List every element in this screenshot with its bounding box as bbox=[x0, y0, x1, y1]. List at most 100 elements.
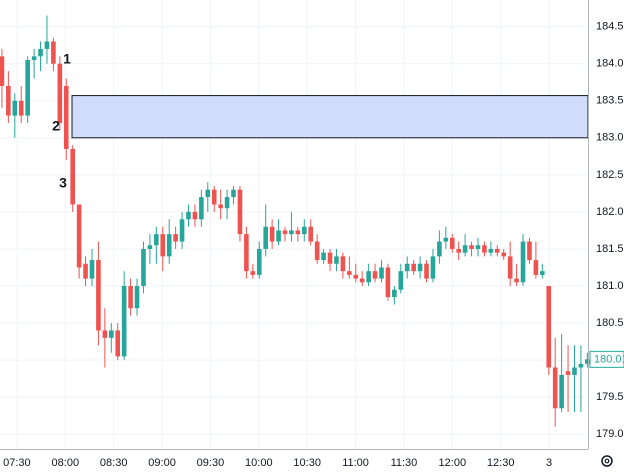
candle-body bbox=[417, 263, 423, 272]
candle-body bbox=[443, 237, 449, 242]
candle-body bbox=[482, 245, 487, 253]
candle-body bbox=[57, 63, 63, 123]
candle-body bbox=[327, 252, 333, 264]
x-tick-label: 07:30 bbox=[3, 457, 31, 469]
candle-body bbox=[411, 263, 416, 272]
candle-body bbox=[449, 237, 455, 249]
x-tick-label: 09:30 bbox=[197, 457, 225, 469]
y-tick-label: 184.00 bbox=[596, 58, 624, 70]
candle-body bbox=[38, 48, 43, 57]
candle-body bbox=[392, 289, 397, 298]
x-tick-label: 11:30 bbox=[391, 457, 418, 469]
candle-body bbox=[437, 241, 442, 257]
candle-body bbox=[424, 263, 429, 279]
candle-body bbox=[250, 271, 256, 275]
x-tick-label: 11:00 bbox=[342, 457, 369, 469]
plot bbox=[0, 15, 590, 427]
x-tick-label: 12:30 bbox=[487, 457, 515, 469]
candle-body bbox=[456, 248, 461, 253]
zone bbox=[71, 95, 589, 139]
candle-body bbox=[31, 56, 37, 61]
candle-body bbox=[96, 260, 101, 331]
candle-body bbox=[12, 100, 18, 116]
candle-body bbox=[372, 271, 378, 279]
candle-body bbox=[128, 285, 133, 309]
candle-body bbox=[160, 234, 166, 257]
candle-body bbox=[141, 248, 146, 286]
candle-body bbox=[166, 234, 172, 257]
candle-body bbox=[276, 230, 281, 242]
candle-body bbox=[237, 189, 243, 235]
candle-body bbox=[301, 226, 307, 235]
y-tick-label: 180.50 bbox=[596, 317, 624, 329]
candle-body bbox=[379, 267, 384, 279]
candle-body bbox=[51, 41, 56, 64]
y-tick-label: 184.50 bbox=[596, 21, 624, 33]
last-price-box bbox=[589, 350, 624, 368]
candle-body bbox=[552, 367, 558, 409]
x-tick-label: 10:30 bbox=[293, 457, 321, 469]
candle-body bbox=[154, 234, 159, 246]
y-tick-label: 182.50 bbox=[596, 169, 624, 181]
y-tick-label: 181.50 bbox=[596, 243, 624, 255]
candle-body bbox=[63, 85, 69, 149]
x-tick-label: 3 bbox=[546, 457, 552, 469]
candle-body bbox=[76, 204, 82, 268]
candle-body bbox=[83, 263, 88, 279]
candle-body bbox=[211, 189, 217, 205]
candle-body bbox=[340, 256, 346, 272]
candle-body bbox=[527, 241, 532, 261]
gear[interactable] bbox=[601, 455, 613, 467]
candle-body bbox=[321, 252, 326, 261]
candle-body bbox=[347, 271, 352, 275]
candle-body bbox=[192, 211, 198, 220]
candle-body bbox=[398, 271, 404, 290]
candle-body bbox=[404, 263, 410, 272]
candle-body bbox=[263, 226, 268, 249]
candle-body bbox=[559, 374, 564, 409]
x-tick-label: 08:00 bbox=[52, 457, 80, 469]
candle-body bbox=[44, 41, 50, 49]
candle-body bbox=[462, 245, 468, 253]
annotation: 1 bbox=[63, 51, 71, 67]
y-tick-label: 183.50 bbox=[596, 95, 624, 107]
candle-body bbox=[366, 271, 371, 283]
candle-body bbox=[308, 226, 314, 242]
candle-body bbox=[546, 285, 552, 368]
candle-body bbox=[121, 285, 127, 357]
candle-body bbox=[231, 189, 236, 198]
candle-body bbox=[18, 100, 24, 116]
candle-body bbox=[334, 256, 339, 264]
grid bbox=[0, 0, 588, 449]
candle-body bbox=[256, 248, 262, 275]
candle-body bbox=[572, 367, 577, 375]
candle-body bbox=[385, 267, 391, 298]
annotation: 2 bbox=[52, 118, 60, 134]
y-tick-label: 179.00 bbox=[596, 428, 624, 440]
candle-body bbox=[89, 260, 95, 279]
y-tick-label: 182.00 bbox=[596, 206, 624, 218]
candle-body bbox=[295, 230, 301, 235]
candle-body bbox=[469, 245, 474, 249]
candle-body bbox=[70, 148, 75, 205]
candle-body bbox=[359, 278, 365, 283]
candle-body bbox=[507, 256, 513, 279]
candle-body bbox=[430, 256, 436, 279]
candle-body bbox=[218, 204, 223, 209]
candle-body bbox=[108, 330, 114, 338]
candle-body bbox=[147, 245, 153, 249]
candle-body bbox=[578, 363, 584, 368]
gear-center[interactable] bbox=[604, 458, 610, 464]
candle-body bbox=[25, 60, 30, 116]
x-tick-label: 12:00 bbox=[439, 457, 467, 469]
y-tick-label: 183.00 bbox=[596, 132, 624, 144]
candle-body bbox=[289, 230, 294, 235]
candle-body bbox=[314, 241, 320, 261]
x-tick-label: 10:00 bbox=[245, 457, 273, 469]
candle-body bbox=[514, 278, 519, 283]
x-tick-label: 08:30 bbox=[100, 457, 128, 469]
candle-body bbox=[244, 234, 249, 272]
settings-icon[interactable] bbox=[601, 455, 613, 467]
candle-body bbox=[540, 271, 545, 275]
candle-body bbox=[186, 211, 191, 220]
